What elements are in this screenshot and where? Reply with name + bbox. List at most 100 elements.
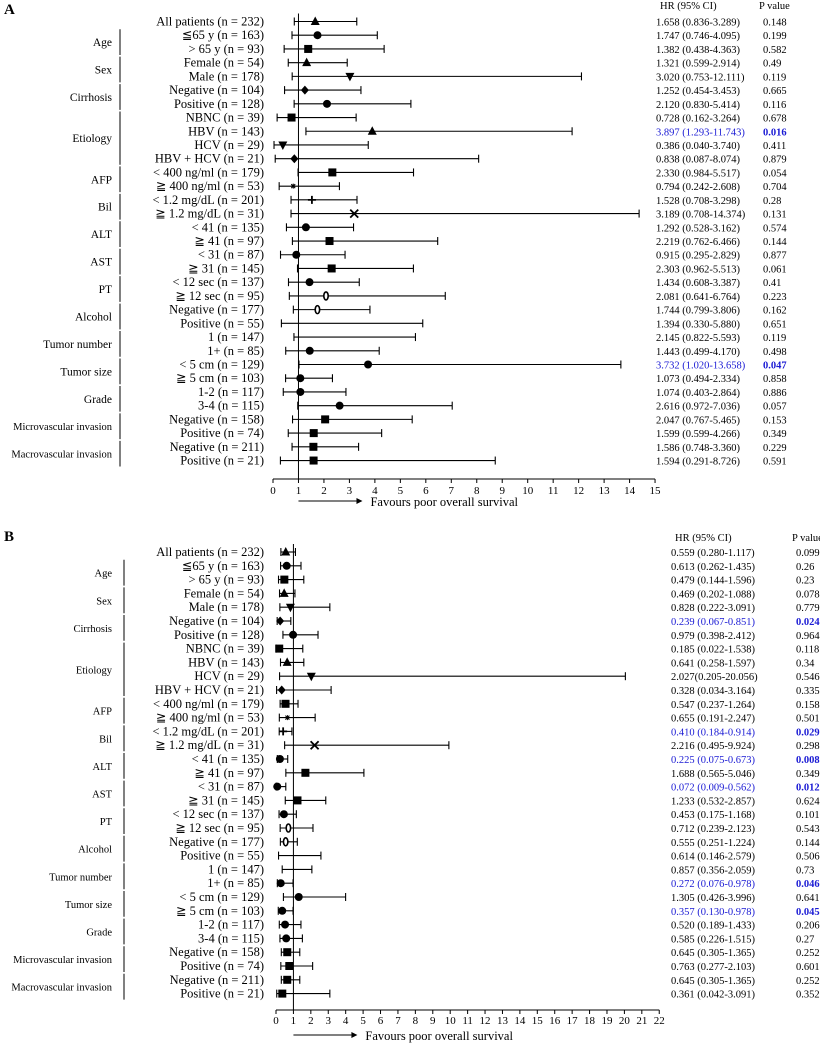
p-value: 0.144 (763, 237, 787, 248)
hr-ci-value: 0.838 (0.087-8.074) (656, 155, 740, 166)
row-label: < 31 (n = 87) (198, 248, 264, 262)
row-label: Negative (n = 211) (170, 440, 264, 454)
forest-row: < 5 cm (n = 129) 3.732 (1.020-13.658) 0.04… (179, 358, 786, 372)
forest-row: < 400 ng/ml (n = 179) 2.330 (0.984-5.517)… (153, 165, 787, 179)
x-tick-label: 3 (347, 485, 353, 497)
p-value: 0.582 (763, 45, 787, 56)
row-label: ≧ 12 sec (n = 95) (175, 821, 264, 835)
hr-ci-value: 1.528 (0.708-3.298) (656, 196, 740, 207)
row-label: Negative (n = 211) (170, 973, 264, 987)
hr-ci-value: 0.585 (0.226-1.515) (671, 934, 755, 945)
x-tick-label: 21 (636, 1015, 647, 1027)
forest-row: ≧ 5 cm (n = 103) 1.073 (0.494-2.334) 0.858 (176, 371, 787, 385)
p-value: 0.779 (796, 603, 820, 614)
group-label: Bil (98, 202, 112, 214)
hr-ci-value: 0.410 (0.184-0.914) (671, 727, 755, 738)
hr-point (305, 278, 314, 287)
hr-point (277, 685, 286, 695)
hr-point (281, 920, 290, 929)
p-value: 0.601 (796, 962, 820, 973)
hr-ci-value: 0.386 (0.040-3.740) (656, 141, 740, 152)
arrow-head (351, 1032, 358, 1038)
x-tick-label: 3 (326, 1015, 332, 1027)
forest-row: ≧ 400 ng/ml (n = 53) 0.794 (0.242-2.608) 0… (156, 179, 788, 193)
row-label: Male (n = 178) (189, 69, 264, 83)
row-label: 1+ (n = 85) (207, 876, 264, 890)
group-label: Tumor number (43, 339, 112, 351)
hr-ci-value: 0.357 (0.130-0.978) (671, 907, 755, 918)
hr-point (302, 57, 312, 67)
forest-row: Female (n = 54) 0.469 (0.202-1.088) 0.078 (184, 586, 820, 600)
row-label: HBV + HCV (n = 21) (155, 152, 264, 166)
x-tick-label: 0 (270, 485, 276, 497)
p-value: 0.144 (796, 838, 820, 849)
hr-point (281, 547, 291, 556)
hr-point (275, 644, 284, 653)
forest-row: Female (n = 54) 1.321 (0.599-2.914) 0.49 (184, 56, 782, 70)
row-label: ≧ 31 (n = 145) (188, 261, 264, 275)
forest-row: Negative (n = 104) 1.252 (0.454-3.453) 0.6… (169, 83, 787, 97)
hr-point (290, 154, 299, 164)
hr-ci-value: 1.744 (0.799-3.806) (656, 306, 740, 317)
forest-row: ≧ 41 (n = 97) 1.688 (0.565-5.046) 0.349 (194, 766, 819, 780)
p-value: 0.546 (796, 672, 820, 683)
row-label: Male (n = 178) (189, 600, 264, 614)
forest-row: Negative (n = 211) 0.645 (0.305-1.365) 0.2… (170, 973, 820, 987)
hr-ci-value: 2.081 (0.641-6.764) (656, 292, 740, 303)
hr-ci-value: 0.645 (0.305-1.365) (671, 948, 755, 959)
x-tick-label: 8 (413, 1015, 419, 1027)
forest-row: < 400 ng/ml (n = 179) 0.547 (0.237-1.264)… (153, 697, 820, 711)
hr-point (276, 616, 285, 626)
hr-ci-value: 2.047 (0.767-5.465) (656, 415, 740, 426)
row-label: < 41 (n = 135) (192, 220, 264, 234)
group-label: Grade (86, 928, 112, 939)
hr-ci-value: 2.145 (0.822-5.593) (656, 333, 740, 344)
p-value: 0.131 (763, 210, 787, 221)
row-label: < 31 (n = 87) (198, 780, 264, 794)
x-tick-label: 10 (522, 485, 534, 497)
x-tick-label: 22 (654, 1015, 665, 1027)
hr-ci-value: 3.189 (0.708-14.374) (656, 210, 746, 221)
p-value: 0.298 (796, 741, 820, 752)
p-value: 0.704 (763, 182, 787, 193)
hr-point (364, 360, 373, 369)
hr-ci-value: 0.239 (0.067-0.851) (671, 617, 755, 628)
hr-ci-value: 1.073 (0.494-2.334) (656, 374, 740, 385)
row-label: < 5 cm (n = 129) (179, 358, 264, 372)
row-label: Negative (n = 104) (169, 614, 264, 628)
forest-row: ≧ 12 sec (n = 95) 0.712 (0.239-2.123) 0.54… (175, 821, 819, 835)
hr-point (278, 906, 287, 915)
group-label: PT (99, 284, 112, 296)
x-tick-label: 15 (650, 485, 662, 497)
hr-ci-value: 0.225 (0.075-0.673) (671, 755, 755, 766)
row-label: < 1.2 mg/dL (n = 201) (152, 724, 264, 738)
p-value: 0.23 (796, 576, 814, 587)
p-value: 0.506 (796, 852, 820, 863)
p-value: 0.858 (763, 374, 787, 385)
p-value: 0.574 (763, 223, 787, 234)
p-value: 0.651 (763, 319, 787, 330)
forest-row: Male (n = 178) 0.828 (0.222-3.091) 0.779 (189, 600, 820, 614)
p-value: 0.016 (763, 127, 787, 138)
hr-ci-value: 0.185 (0.022-1.538) (671, 645, 755, 656)
hr-point (285, 603, 295, 613)
x-tick-label: 5 (398, 485, 404, 497)
p-value: 0.349 (796, 769, 820, 780)
p-value: 0.543 (796, 824, 820, 835)
hr-ci-value: 1.382 (0.438-4.363) (656, 45, 740, 56)
row-label: Positive (n = 55) (180, 316, 264, 330)
forest-row: Positive (n = 74) 0.763 (0.277-2.103) 0.60… (180, 959, 819, 973)
hr-ci-value: 1.434 (0.608-3.387) (656, 278, 740, 289)
forest-row: HBV (n = 143) 0.641 (0.258-1.597) 0.34 (188, 655, 815, 669)
forest-row: < 41 (n = 135) 0.225 (0.075-0.673) 0.008 (192, 752, 820, 766)
hr-ci-value: 1.394 (0.330-5.880) (656, 319, 740, 330)
hr-ci-value: 1.688 (0.565-5.046) (671, 769, 755, 780)
x-tick-label: 16 (549, 1015, 561, 1027)
group-label: Bil (99, 734, 112, 745)
group-label: AST (90, 257, 112, 269)
row-label: All patients (n = 232) (156, 545, 264, 559)
forest-row: Negative (n = 177) 0.555 (0.251-1.224) 0.1… (169, 835, 820, 849)
hr-ci-value: 0.613 (0.262-1.435) (671, 562, 755, 573)
hr-ci-value: 1.074 (0.403-2.864) (656, 388, 740, 399)
hr-ci-value: 0.763 (0.277-2.103) (671, 962, 755, 973)
